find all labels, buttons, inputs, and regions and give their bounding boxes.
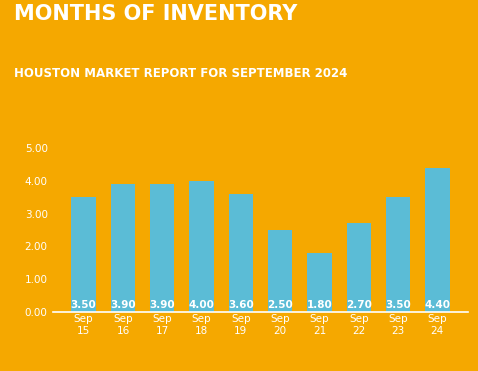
Text: HOUSTON MARKET REPORT FOR SEPTEMBER 2024: HOUSTON MARKET REPORT FOR SEPTEMBER 2024 [14,67,348,80]
Text: 3.50: 3.50 [385,300,411,310]
Bar [72,197,96,312]
Text: 2.50: 2.50 [267,300,293,310]
Bar [268,230,293,312]
Text: 3.50: 3.50 [71,300,97,310]
Text: 4.40: 4.40 [424,300,450,310]
Bar [111,184,135,312]
Bar [307,253,332,312]
Bar [425,168,449,312]
Text: 3.60: 3.60 [228,300,254,310]
Text: 3.90: 3.90 [110,300,136,310]
Bar [228,194,253,312]
Bar [150,184,174,312]
Text: MONTHS OF INVENTORY: MONTHS OF INVENTORY [14,4,298,24]
Bar [386,197,410,312]
Text: 3.90: 3.90 [150,300,175,310]
Text: 2.70: 2.70 [346,300,372,310]
Text: 4.00: 4.00 [189,300,215,310]
Bar [189,181,214,312]
Bar [347,223,371,312]
Text: 1.80: 1.80 [306,300,332,310]
